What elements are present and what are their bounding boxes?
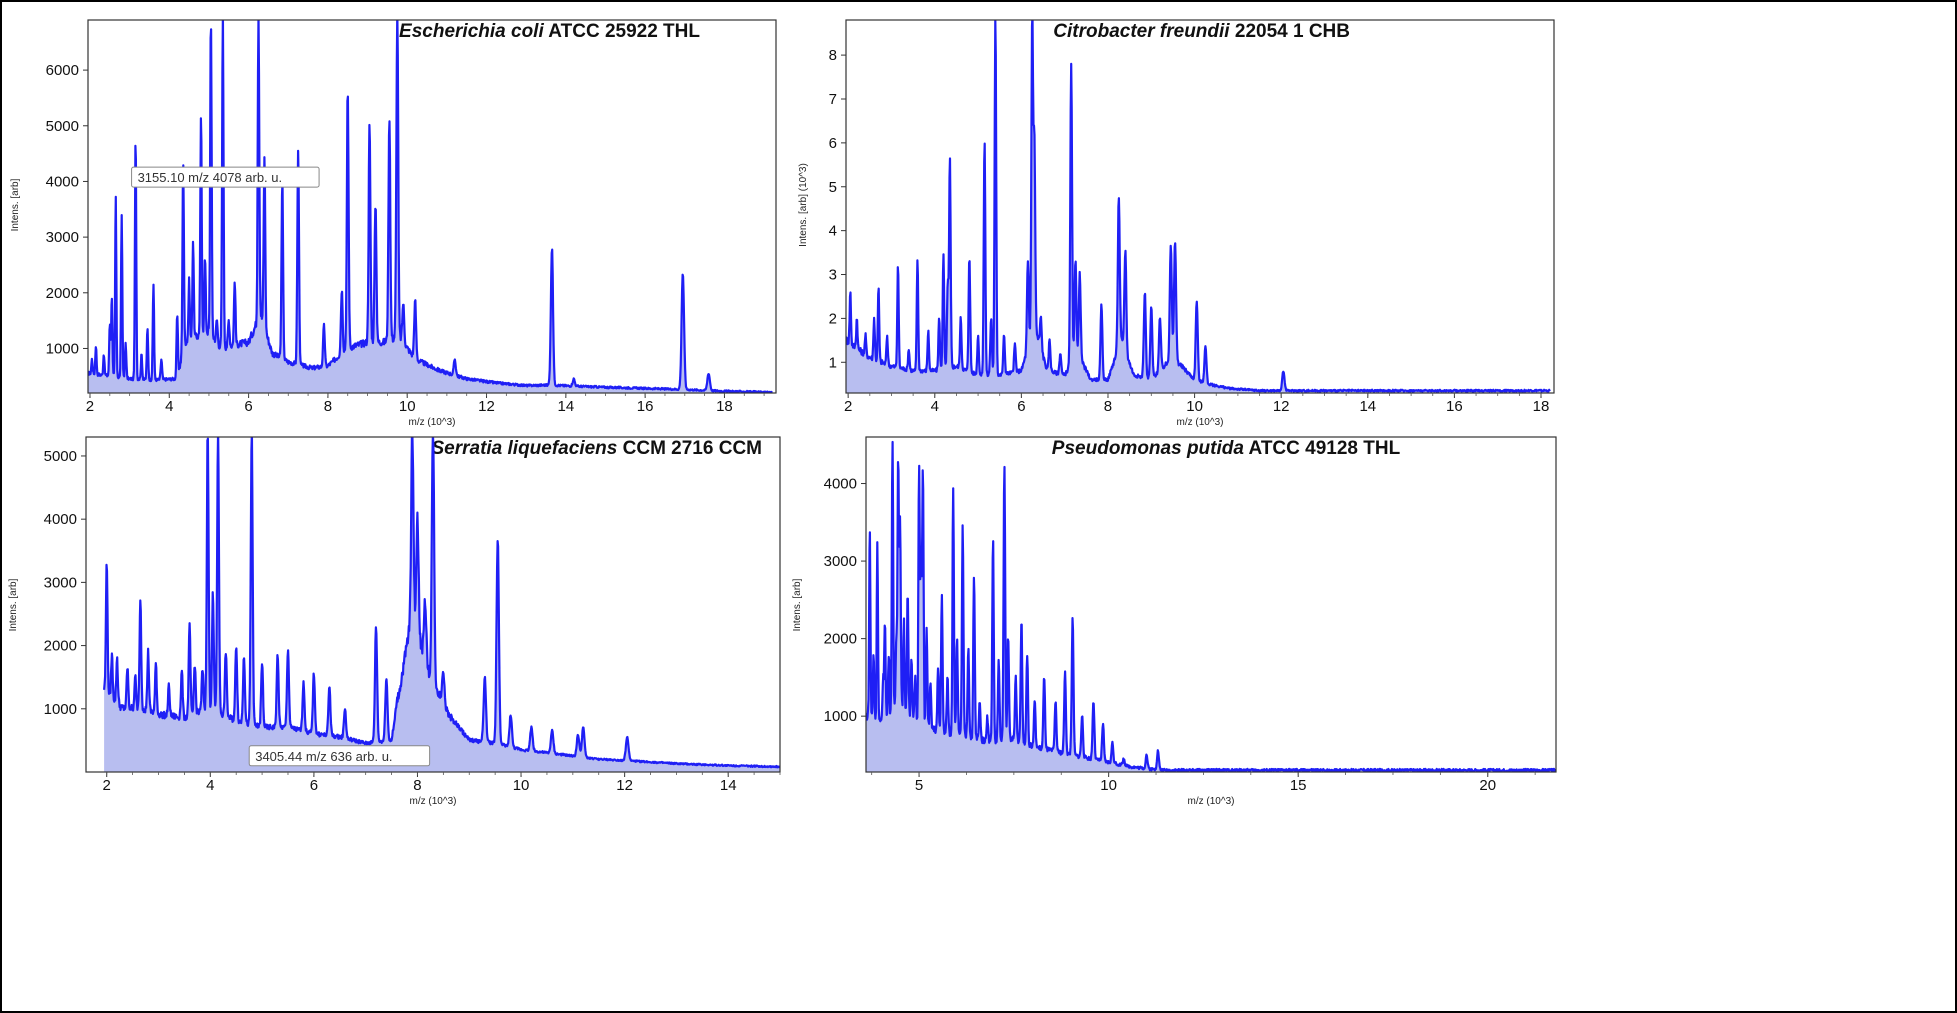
serratia-spectrum-trace	[103, 437, 780, 769]
ecoli-y-tick-label: 6000	[46, 62, 79, 79]
citrobacter-x-tick-label: 4	[931, 398, 939, 415]
ecoli-peak-annotation-text: 3155.10 m/z 4078 arb. u.	[138, 170, 283, 185]
citrobacter-y-tick-label: 5	[829, 179, 837, 196]
citrobacter-x-tick-label: 16	[1446, 398, 1463, 415]
citrobacter-strain: 22054 1 CHB	[1230, 21, 1350, 42]
ecoli-spectrum-panel: Escherichia coli ATCC 25922 THL Intens. …	[10, 19, 777, 428]
citrobacter-y-tick-label: 3	[829, 267, 837, 284]
serratia-y-tick-label: 3000	[44, 574, 77, 591]
ecoli-axes-frame	[87, 19, 777, 394]
citrobacter-spectrum-panel: Citrobacter freundii 22054 1 CHB Intens.…	[798, 19, 1555, 428]
serratia-peak-annotation-text: 3405.44 m/z 636 arb. u.	[255, 749, 392, 764]
ecoli-x-tick-label: 2	[86, 398, 94, 415]
ecoli-plot-area	[88, 20, 773, 393]
citrobacter-x-axis-label: m/z (10^3)	[1177, 417, 1224, 428]
pseudomonas-spectrum-trace	[866, 440, 1556, 772]
ecoli-peak-annotation: 3155.10 m/z 4078 arb. u.	[131, 166, 320, 188]
citrobacter-x-tick-label: 18	[1533, 398, 1550, 415]
citrobacter-x-tick-label: 2	[844, 398, 852, 415]
serratia-strain: CCM 2716 CCM	[617, 438, 762, 459]
serratia-y-tick-label: 4000	[44, 511, 77, 528]
serratia-y-tick-label: 5000	[44, 448, 77, 465]
citrobacter-x-tick-label: 10	[1186, 398, 1203, 415]
pseudomonas-x-tick-label: 15	[1290, 777, 1307, 794]
serratia-x-tick-label: 4	[206, 777, 214, 794]
pseudomonas-spectrum-panel: Pseudomonas putida ATCC 49128 THL Intens…	[792, 436, 1557, 807]
citrobacter-x-tick-label: 14	[1359, 398, 1376, 415]
citrobacter-species-name: Citrobacter freundii	[1053, 21, 1230, 42]
pseudomonas-x-tick-label: 5	[915, 777, 923, 794]
serratia-spectrum-title: Serratia liquefaciens CCM 2716 CCM	[431, 438, 762, 459]
serratia-y-axis-label: Intens. [arb]	[8, 578, 19, 631]
serratia-peak-annotation: 3405.44 m/z 636 arb. u.	[248, 745, 431, 767]
pseudomonas-y-tick-label: 4000	[824, 476, 857, 493]
ecoli-x-axis-label: m/z (10^3)	[409, 417, 456, 428]
serratia-x-tick-label: 8	[413, 777, 421, 794]
pseudomonas-y-tick-label: 1000	[824, 708, 857, 725]
citrobacter-x-tick-label: 12	[1273, 398, 1290, 415]
citrobacter-x-tick-label: 6	[1017, 398, 1025, 415]
ecoli-x-tick-label: 14	[557, 398, 574, 415]
serratia-y-tick-label: 2000	[44, 638, 77, 655]
citrobacter-y-tick-label: 6	[829, 135, 837, 152]
ecoli-y-tick-label: 3000	[46, 229, 79, 246]
pseudomonas-plot-area	[866, 440, 1556, 772]
serratia-species-name: Serratia liquefaciens	[431, 438, 617, 459]
citrobacter-y-tick-label: 1	[829, 354, 837, 371]
ecoli-spectrum-trace	[88, 20, 773, 393]
pseudomonas-spectrum-title: Pseudomonas putida ATCC 49128 THL	[1052, 438, 1401, 459]
citrobacter-y-axis-label: Intens. [arb] (10^3)	[798, 163, 809, 247]
pseudomonas-y-tick-label: 3000	[824, 553, 857, 570]
ecoli-species-name: Escherichia coli	[399, 21, 544, 42]
pseudomonas-x-tick-label: 20	[1479, 777, 1496, 794]
serratia-y-tick-label: 1000	[44, 701, 77, 718]
serratia-plot-area	[103, 437, 780, 772]
ecoli-x-tick-label: 8	[324, 398, 332, 415]
serratia-x-axis-label: m/z (10^3)	[410, 796, 457, 807]
serratia-x-tick-label: 6	[310, 777, 318, 794]
citrobacter-spectrum-trace	[846, 20, 1551, 393]
citrobacter-axes-frame	[845, 19, 1555, 394]
ecoli-y-axis-label: Intens. [arb]	[10, 178, 21, 231]
serratia-x-tick-label: 2	[103, 777, 111, 794]
ecoli-x-tick-label: 16	[637, 398, 654, 415]
citrobacter-y-tick-label: 2	[829, 310, 837, 327]
serratia-spectrum-fill	[104, 437, 780, 772]
citrobacter-plot-area	[846, 20, 1551, 393]
ecoli-y-tick-label: 4000	[46, 173, 79, 190]
citrobacter-y-tick-label: 7	[829, 91, 837, 108]
pseudomonas-y-axis-label: Intens. [arb]	[792, 578, 803, 631]
pseudomonas-x-tick-label: 10	[1100, 777, 1117, 794]
serratia-axes-frame	[85, 436, 781, 773]
ecoli-x-tick-label: 6	[244, 398, 252, 415]
pseudomonas-strain: ATCC 49128 THL	[1244, 438, 1401, 459]
ecoli-x-tick-label: 4	[165, 398, 173, 415]
serratia-x-tick-label: 14	[720, 777, 737, 794]
citrobacter-spectrum-title: Citrobacter freundii 22054 1 CHB	[1053, 21, 1350, 42]
pseudomonas-axes-frame	[865, 436, 1557, 773]
pseudomonas-species-name: Pseudomonas putida	[1052, 438, 1245, 459]
ecoli-spectrum-title: Escherichia coli ATCC 25922 THL	[399, 21, 700, 42]
ecoli-strain: ATCC 25922 THL	[544, 21, 701, 42]
citrobacter-y-tick-label: 8	[829, 47, 837, 64]
ecoli-y-tick-label: 5000	[46, 118, 79, 135]
ecoli-y-tick-label: 1000	[46, 340, 79, 357]
serratia-x-tick-label: 10	[513, 777, 530, 794]
serratia-spectrum-panel: Serratia liquefaciens CCM 2716 CCM Inten…	[8, 436, 781, 807]
serratia-x-tick-label: 12	[616, 777, 633, 794]
citrobacter-y-tick-label: 4	[829, 223, 837, 240]
pseudomonas-x-axis-label: m/z (10^3)	[1188, 796, 1235, 807]
citrobacter-x-tick-label: 8	[1104, 398, 1112, 415]
pseudomonas-y-tick-label: 2000	[824, 631, 857, 648]
ecoli-y-tick-label: 2000	[46, 285, 79, 302]
ecoli-x-tick-label: 18	[716, 398, 733, 415]
ecoli-x-tick-label: 10	[399, 398, 416, 415]
ecoli-x-tick-label: 12	[478, 398, 495, 415]
